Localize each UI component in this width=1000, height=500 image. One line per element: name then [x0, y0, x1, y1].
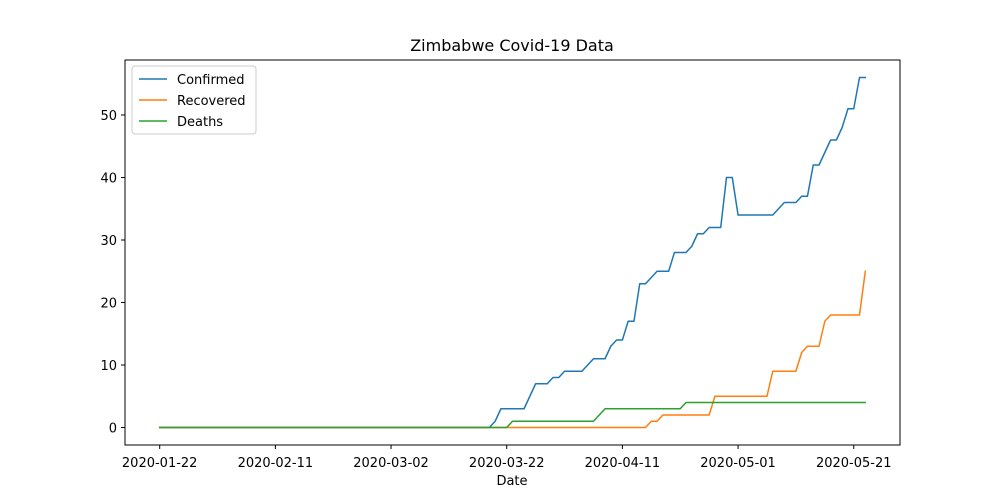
plot-area	[158, 76, 867, 429]
legend-label-deaths: Deaths	[177, 115, 223, 130]
y-tick-label: 40	[100, 172, 117, 187]
x-tick-label: 2020-02-11	[238, 456, 314, 471]
y-tick-label: 10	[100, 359, 117, 374]
x-axis-label: Date	[496, 474, 527, 489]
x-tick-label: 2020-03-22	[469, 456, 545, 471]
x-tick-label: 2020-05-21	[816, 456, 892, 471]
x-tick-label: 2020-03-02	[353, 456, 429, 471]
y-tick-label: 20	[100, 297, 117, 312]
x-tick-label: 2020-05-01	[700, 456, 776, 471]
x-tick-label: 2020-04-11	[585, 456, 661, 471]
legend-label-recovered: Recovered	[177, 94, 246, 109]
y-tick-label: 30	[100, 234, 117, 249]
legend: Confirmed Recovered Deaths	[131, 65, 257, 135]
y-tick-label: 50	[100, 109, 117, 124]
chart-title: Zimbabwe Covid-19 Data	[410, 36, 614, 55]
series-line-confirmed	[158, 76, 867, 429]
legend-box	[131, 65, 257, 135]
x-tick-label: 2020-01-22	[122, 456, 198, 471]
y-tick-label: 0	[109, 422, 117, 437]
legend-label-confirmed: Confirmed	[177, 73, 245, 88]
plot-frame	[124, 59, 901, 446]
series-line-deaths	[158, 401, 867, 429]
series-line-recovered	[158, 270, 867, 429]
